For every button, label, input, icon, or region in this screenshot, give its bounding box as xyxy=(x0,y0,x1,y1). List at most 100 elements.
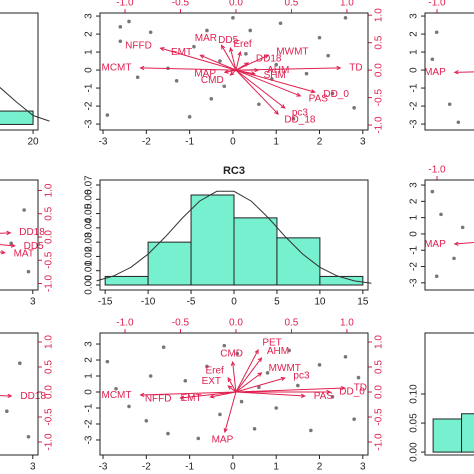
x-tick-label: -2 xyxy=(142,137,151,148)
y2-tick-label: 0.0 xyxy=(374,385,385,399)
y-tick-label: 0.05 xyxy=(84,203,95,223)
loading-arrow xyxy=(235,349,259,393)
loading-arrow xyxy=(227,385,237,393)
loading-label: DD_18 xyxy=(284,114,316,125)
score-point xyxy=(265,371,270,375)
arrow-head xyxy=(237,50,242,57)
y2-tick-label: 0.0 xyxy=(44,385,55,399)
score-point xyxy=(317,35,322,40)
loading-arrow xyxy=(454,71,474,73)
hist-bar xyxy=(432,418,463,453)
loading-label: pc3 xyxy=(292,108,309,119)
y2-tick-label: -0.5 xyxy=(44,408,55,426)
panel-frame xyxy=(99,12,369,131)
arrow-head xyxy=(179,395,185,400)
y2-tick-label: 0.5 xyxy=(44,206,55,220)
score-point xyxy=(257,385,261,390)
x-tick-label: 2 xyxy=(317,137,323,148)
arrow-head xyxy=(229,71,235,76)
x2-tick-label: 1.0 xyxy=(340,0,354,9)
y-tick-label: 0.03 xyxy=(84,232,95,252)
score-point xyxy=(196,436,201,441)
loading-label: pc3 xyxy=(293,370,310,381)
loading-arrow xyxy=(221,45,237,71)
score-point xyxy=(430,189,435,194)
y-tick-label: 0 xyxy=(409,231,420,237)
loading-label: NFFD xyxy=(125,41,152,52)
x2-tick-label: 0.0 xyxy=(229,318,243,329)
arrow-head xyxy=(274,110,279,115)
score-point xyxy=(330,394,335,399)
y2-tick-label: 1.0 xyxy=(44,183,55,197)
score-point xyxy=(222,343,227,348)
score-point xyxy=(452,256,456,261)
loading-label: TD xyxy=(349,62,362,73)
x-tick-label: 5 xyxy=(274,297,280,308)
y-tick-label: 0.10 xyxy=(409,384,420,404)
arrow-head xyxy=(264,54,270,59)
y-tick-label: 0.00 xyxy=(84,275,95,295)
density-curve xyxy=(0,86,50,122)
loading-label: MAP xyxy=(424,67,446,78)
arrow-head xyxy=(254,348,259,355)
y2-tick-label: -0.5 xyxy=(374,89,385,107)
loading-label: MAP xyxy=(212,434,234,445)
loading-label: MWMT xyxy=(276,47,308,58)
arrow-head xyxy=(0,250,6,255)
loading-label: MAP xyxy=(194,69,216,80)
arrow-head xyxy=(340,385,346,391)
score-point xyxy=(317,363,322,367)
y-tick-label: 1 xyxy=(84,49,95,55)
score-point xyxy=(118,39,123,44)
arrow-head xyxy=(257,357,263,363)
y-tick-label: 2 xyxy=(84,31,95,37)
score-point xyxy=(144,418,149,423)
score-point xyxy=(257,102,261,107)
score-point xyxy=(304,71,309,76)
y2-tick-label: -1.0 xyxy=(44,433,55,451)
y-tick-label: -3 xyxy=(84,435,95,444)
x-tick-label: 10 xyxy=(314,297,326,308)
y-tick-label: 1 xyxy=(409,49,420,55)
arrow-head xyxy=(10,243,16,248)
x-tick-label: 1 xyxy=(273,137,279,148)
y2-tick-label: 1.0 xyxy=(374,335,385,349)
arrow-head xyxy=(223,427,228,434)
loading-arrow xyxy=(230,69,237,76)
score-point xyxy=(105,113,110,117)
x-tick-label: -5 xyxy=(187,297,196,308)
loading-arrow xyxy=(224,69,237,73)
loading-label: DD5 xyxy=(218,35,238,46)
arrow-head xyxy=(310,89,316,94)
loading-label: EMT xyxy=(171,47,192,58)
arrow-head xyxy=(7,393,13,399)
score-point xyxy=(114,387,118,391)
loading-label: MWMT xyxy=(269,363,301,374)
y2-tick-label: 0.0 xyxy=(374,63,385,77)
arrow-head xyxy=(453,70,459,75)
x-tick-label: -1 xyxy=(185,137,194,148)
loading-arrow xyxy=(235,69,301,97)
loading-label: CMD xyxy=(201,75,224,86)
score-point xyxy=(235,351,240,356)
y2-tick-label: -0.5 xyxy=(374,408,385,426)
score-point xyxy=(447,102,452,107)
panel-frame xyxy=(0,179,39,291)
y-tick-label: 0 xyxy=(84,389,95,395)
y-tick-label: 2 xyxy=(409,31,420,37)
loading-label: EXT xyxy=(202,376,221,387)
hist-bar xyxy=(190,194,235,286)
loading-arrow xyxy=(224,391,237,433)
score-point xyxy=(222,84,227,89)
y2-tick-label: 0.5 xyxy=(44,360,55,374)
panel-title: RC3 xyxy=(223,165,245,177)
loading-label: DD18 xyxy=(19,227,45,238)
arrow-head xyxy=(257,372,263,377)
loading-label: DD_0 xyxy=(339,387,365,398)
y-tick-label: 0.06 xyxy=(84,189,95,209)
score-point xyxy=(26,434,31,439)
arrow-head xyxy=(254,67,260,73)
score-point xyxy=(274,62,279,67)
arrow-head xyxy=(227,385,233,390)
y2-tick-label: -1.0 xyxy=(44,274,55,292)
